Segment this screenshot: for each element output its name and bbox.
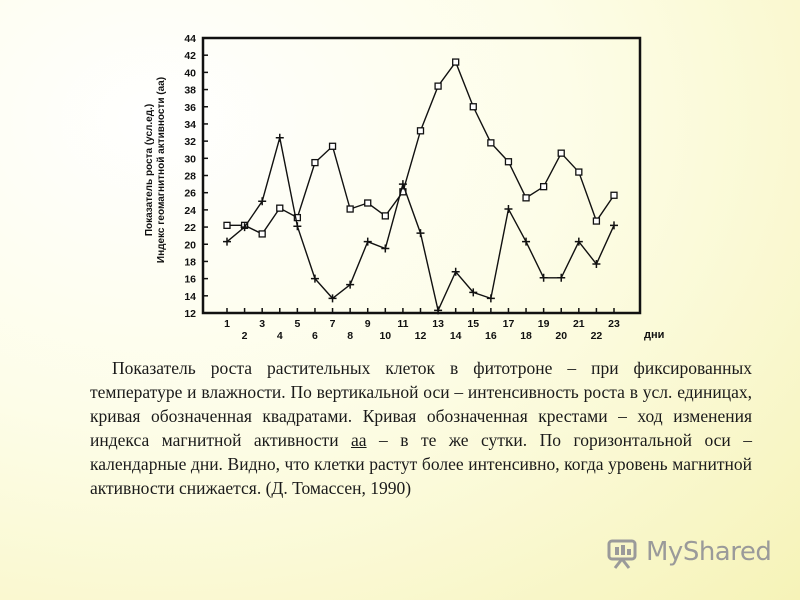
y-tick-label: 28	[184, 171, 196, 183]
x-tick-label: 11	[397, 318, 408, 330]
square-marker	[293, 213, 302, 222]
x-tick-label: 14	[450, 330, 462, 342]
square-marker	[381, 212, 389, 220]
cross-marker	[557, 273, 566, 282]
square-marker	[223, 221, 231, 229]
y-axis-label: Индекс геомагнитной активности (аа)	[156, 77, 167, 263]
square-marker	[487, 139, 495, 147]
square-marker	[522, 194, 530, 202]
square-marker	[364, 199, 372, 207]
y-tick-label: 30	[184, 153, 196, 165]
square-marker	[452, 58, 460, 66]
square-marker	[276, 204, 284, 212]
x-tick-label: 19	[538, 318, 550, 330]
cross-marker	[469, 288, 478, 297]
y-tick-label: 34	[184, 119, 196, 131]
cross-marker	[522, 237, 531, 246]
watermark-icon	[607, 539, 637, 569]
square-marker	[469, 103, 477, 111]
square-marker	[346, 205, 354, 213]
x-axis-label: дни	[644, 329, 664, 341]
square-marker	[539, 183, 548, 191]
x-tick-label: 13	[432, 318, 444, 330]
caption-text: – в те же сутки. По горизонтальной оси –…	[90, 430, 752, 498]
cross-marker	[398, 180, 407, 189]
cross-marker	[346, 280, 355, 289]
cross-marker	[416, 229, 425, 238]
square-marker	[328, 142, 337, 150]
x-tick-label: 16	[485, 330, 497, 342]
square-marker	[504, 158, 513, 166]
y-tick-label: 22	[184, 222, 196, 234]
x-tick-label: 8	[347, 330, 353, 342]
square-marker	[557, 149, 565, 157]
square-marker	[592, 217, 601, 225]
cross-marker	[539, 273, 548, 282]
caption-underlined: аа	[351, 430, 367, 450]
watermark: MyShared	[606, 535, 772, 569]
cross-marker	[328, 294, 337, 303]
x-tick-label: 20	[555, 330, 567, 342]
x-tick-label: 18	[520, 330, 532, 342]
y-tick-label: 36	[184, 102, 196, 114]
x-tick-label: 5	[294, 318, 300, 330]
x-tick-label: 15	[467, 318, 479, 330]
square-marker	[258, 230, 266, 238]
x-tick-label: 9	[365, 318, 371, 330]
cross-marker	[381, 244, 390, 253]
cross-marker	[223, 237, 231, 246]
x-tick-label: 6	[312, 330, 318, 342]
cross-marker	[434, 306, 443, 315]
cross-marker	[610, 221, 618, 230]
cross-marker	[504, 205, 513, 214]
y-tick-label: 20	[184, 239, 196, 251]
watermark-text: MyShared	[646, 537, 772, 567]
cross-marker	[240, 223, 249, 232]
y-tick-label: 42	[184, 50, 196, 62]
caption-text: Показатель роста растительных клеток в ф…	[90, 358, 752, 450]
y-tick-label: 44	[184, 33, 196, 45]
cross-marker	[275, 133, 284, 142]
y-tick-label: 40	[184, 67, 196, 79]
plot-frame	[201, 36, 642, 315]
cross-marker	[363, 237, 372, 246]
x-tick-label: 23	[608, 318, 620, 330]
x-tick-label: 2	[242, 330, 248, 342]
cross-marker	[258, 197, 267, 206]
cross-marker	[451, 267, 460, 276]
square-marker	[416, 127, 425, 135]
y-tick-label: 38	[184, 85, 196, 97]
y-tick-label: 24	[184, 205, 196, 217]
x-tick-label: 4	[277, 330, 283, 342]
cross-marker	[293, 222, 302, 231]
y-tick-label: 16	[184, 274, 196, 286]
cross-marker	[592, 260, 601, 269]
x-tick-label: 12	[415, 330, 427, 342]
y-tick-label: 32	[184, 136, 196, 148]
x-tick-label: 3	[259, 318, 265, 330]
x-tick-label: 7	[330, 318, 336, 330]
series-line	[227, 60, 615, 235]
cross-marker	[310, 274, 319, 283]
y-axis-label: Показатель роста (усл.ед.)	[144, 104, 155, 236]
caption: Показатель роста растительных клеток в ф…	[90, 356, 752, 500]
x-tick-label: 21	[573, 318, 585, 330]
x-tick-label: 1	[224, 318, 230, 330]
x-tick-label: 17	[503, 318, 515, 330]
square-marker	[575, 168, 583, 176]
y-tick-label: 26	[184, 188, 196, 200]
square-marker	[434, 82, 442, 90]
y-tick-label: 14	[184, 291, 196, 303]
square-marker	[610, 191, 618, 199]
x-tick-label: 22	[591, 330, 603, 342]
y-tick-label: 12	[184, 308, 196, 320]
cross-marker	[486, 294, 495, 303]
chart: Показатель роста (усл.ед.) Индекс геомаг…	[144, 33, 664, 342]
x-tick-label: 10	[379, 330, 391, 342]
square-marker	[311, 158, 319, 167]
cross-marker	[574, 237, 583, 246]
y-tick-label: 18	[184, 256, 196, 268]
